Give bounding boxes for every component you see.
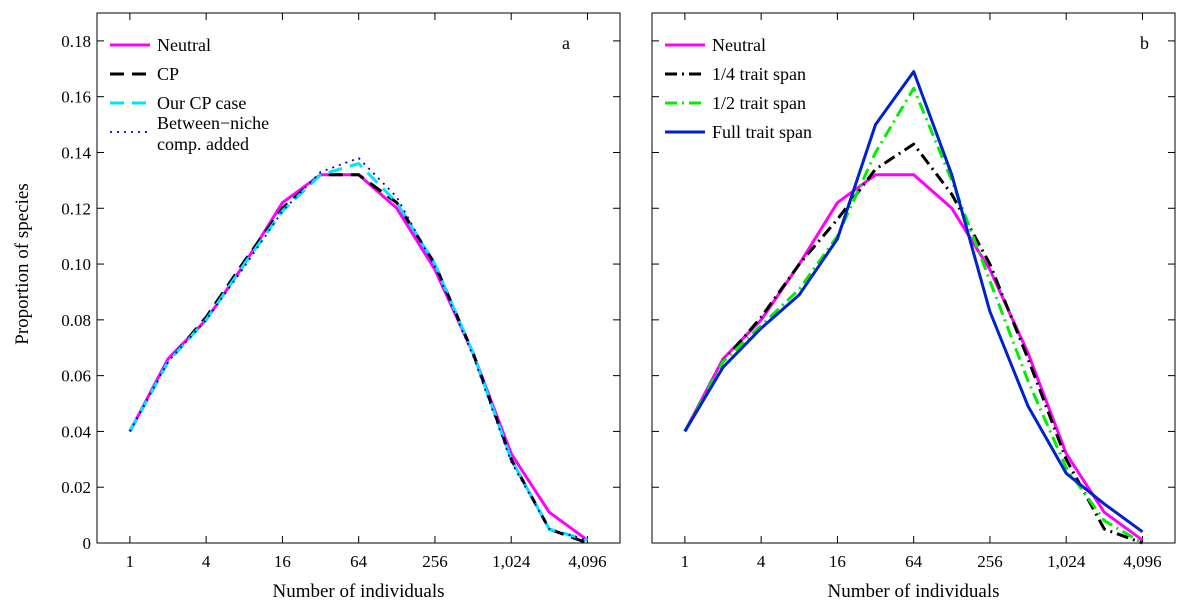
series-line-1-4-trait-span [683,142,1144,545]
panel-a: 0 0.02 0.04 0.06 0.08 0.10 0.12 0.14 0.16 0.18 1 4 1… [61,12,621,602]
x-tick-label: 64 [905,552,923,571]
y-tick-label: 0.08 [61,311,91,330]
y-tick-label: 0.10 [61,255,91,274]
panel-b: 1 4 16 64 256 1,024 4,096 Number of individuals… [651,12,1176,602]
y-tick-label: 0.12 [61,199,91,218]
x-tick-label: 256 [422,552,448,571]
series-line-cp [128,173,589,545]
x-tick-label: 4 [202,552,211,571]
legend-label: Our CP case [157,93,246,113]
legend-label: 1/4 trait span [712,64,806,84]
y-tick-label: 0.16 [61,88,91,107]
x-tick-label: 4 [757,552,766,571]
panel-label: b [1140,33,1149,53]
x-tick-label: 16 [829,552,846,571]
legend-label: Between−niche comp. added [157,113,269,154]
legend-label: 1/2 trait span [712,93,806,113]
y-axis-label: Proportion of species [12,183,33,344]
legend-label: Neutral [712,35,766,55]
series-line-neutral [128,173,589,542]
x-tick-label: 64 [350,552,368,571]
x-axis-label: Number of individuals [272,581,444,602]
x-tick-label: 256 [977,552,1003,571]
legend-label: Full trait span [712,122,812,142]
x-axis-label: Number of individuals [827,581,999,602]
series-line-our-cp-case [128,162,588,542]
legend-label: CP [157,64,179,84]
y-tick-label: 0.06 [61,367,91,386]
series-line-between-niche-comp-added [129,157,588,542]
y-tick-label: 0.14 [61,143,91,162]
y-tick-label: 0.02 [61,478,91,497]
x-tick-label: 4,096 [568,552,606,571]
y-tick-label: 0.04 [61,422,91,441]
x-tick-label: 1 [681,552,690,571]
series-line-neutral [683,173,1144,542]
x-tick-label: 16 [274,552,291,571]
panel-label: a [562,33,570,53]
legend-label: Neutral [157,35,211,55]
series-line-full-trait-span [683,70,1144,534]
series-line-1-2-trait-span [683,86,1144,545]
x-tick-label: 1,024 [1047,552,1086,571]
x-tick-label: 1,024 [492,552,531,571]
y-tick-label: 0.18 [61,32,91,51]
x-tick-label: 4,096 [1123,552,1161,571]
x-tick-label: 1 [126,552,135,571]
y-tick-label: 0 [83,534,92,553]
